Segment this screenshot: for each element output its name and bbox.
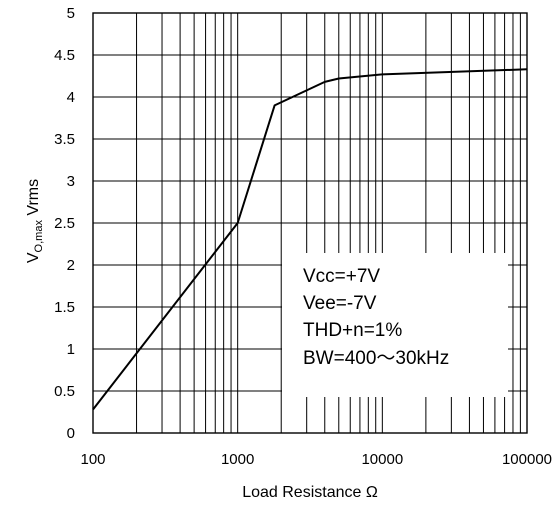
y-tick-label: 0: [67, 425, 75, 442]
annotation-line-vee: Vee=-7V: [303, 293, 377, 314]
annotation-box: Vcc=+7V Vee=-7V THD+n=1% BW=400～30kHz: [282, 253, 508, 397]
annotation-background: [282, 253, 508, 397]
y-axis-title-main: V: [25, 252, 42, 263]
y-axis-title: VO,max Vrms: [25, 179, 45, 263]
series-line: [92, 68, 528, 411]
tick-labels: 0 0.5 1 1.5 2 2.5 3 3.5 4 4.5 5 100 1000 10000 100000: [54, 5, 552, 468]
y-tick-label: 3.5: [54, 131, 75, 148]
x-axis-title: Load Resistance Ω: [242, 484, 378, 501]
annotation-line-thd: THD+n=1%: [303, 320, 402, 341]
y-tick-label: 2: [67, 257, 75, 274]
x-tick-label: 10000: [361, 451, 403, 468]
annotation-line-bw: BW=400～30kHz: [303, 348, 449, 369]
annotation-line-vcc: Vcc=+7V: [303, 266, 380, 287]
y-axis-title-subscript: O,max: [33, 220, 45, 253]
y-tick-label: 5: [67, 5, 75, 22]
x-tick-label: 1000: [221, 451, 254, 468]
series-layer: [92, 68, 528, 411]
y-tick-label: 4: [67, 89, 75, 106]
y-tick-label: 4.5: [54, 47, 75, 64]
y-tick-label: 0.5: [54, 383, 75, 400]
y-axis-title-unit: Vrms: [25, 179, 42, 220]
y-tick-label: 3: [67, 173, 75, 190]
y-tick-label: 1: [67, 341, 75, 358]
y-tick-label: 2.5: [54, 215, 75, 232]
y-tick-label: 1.5: [54, 299, 75, 316]
plot-frame: [92, 12, 528, 434]
x-tick-label: 100: [80, 451, 105, 468]
x-tick-label: 100000: [502, 451, 552, 468]
